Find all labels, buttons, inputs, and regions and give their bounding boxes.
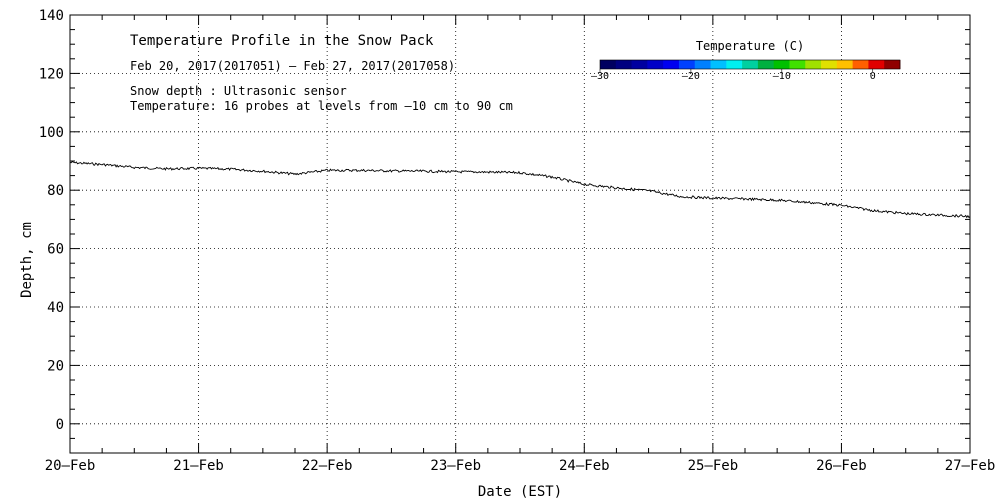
y-tick-label: 120 [39, 66, 64, 82]
legend-title: Temperature (C) [696, 39, 804, 53]
x-tick-label: 25–Feb [688, 458, 739, 474]
x-tick-label: 23–Feb [430, 458, 481, 474]
y-tick-label: 80 [47, 183, 64, 199]
y-tick-labels: 0 20 40 60 80 100 120 140 [39, 8, 64, 433]
annotation-snow-depth: Snow depth : Ultrasonic sensor [130, 84, 347, 98]
annotation-temperature: Temperature: 16 probes at levels from –1… [130, 99, 513, 113]
temperature-legend: Temperature (C) –30 –20 –10 0 [591, 39, 901, 82]
legend-bar-frame [599, 59, 901, 70]
legend-color-segment [852, 60, 869, 69]
legend-color-segment [757, 60, 775, 69]
y-tick-label: 60 [47, 242, 64, 258]
legend-color-segment [663, 60, 680, 69]
x-tick-label: 24–Feb [559, 458, 610, 474]
legend-color-segment [615, 60, 632, 69]
legend-color-segment [742, 60, 759, 69]
legend-color-segment [694, 60, 711, 69]
legend-color-segment [710, 60, 727, 69]
legend-color-segment [600, 60, 617, 69]
legend-tick-labels: –30 –20 –10 0 [591, 69, 876, 82]
legend-color-segment [631, 60, 648, 69]
legend-color-segment [805, 60, 822, 69]
legend-color-segment [821, 60, 838, 69]
series-layer [69, 161, 971, 219]
legend-color-segment [773, 60, 790, 69]
x-tick-label: 21–Feb [173, 458, 224, 474]
tick-marks [69, 14, 971, 454]
y-tick-label: 100 [39, 125, 64, 141]
y-axis-title: Depth, cm [19, 222, 35, 298]
legend-color-segment [726, 60, 743, 69]
legend-tick-label: –30 [591, 71, 609, 82]
y-tick-label: 0 [56, 417, 64, 433]
y-tick-label: 20 [47, 358, 64, 374]
chart-title: Temperature Profile in the Snow Pack [130, 33, 434, 49]
x-axis-title: Date (EST) [478, 484, 562, 500]
legend-color-bar [599, 59, 901, 70]
x-tick-label: 27–Feb [945, 458, 996, 474]
x-tick-label: 26–Feb [816, 458, 867, 474]
legend-color-segment [884, 60, 901, 69]
x-tick-label: 22–Feb [302, 458, 353, 474]
chart-subtitle: Feb 20, 2017(2017051) – Feb 27, 2017(201… [130, 59, 455, 73]
y-tick-label: 40 [47, 300, 64, 316]
snow-depth-line [69, 161, 971, 219]
legend-tick-label: –20 [682, 71, 700, 82]
legend-color-segment [678, 60, 696, 69]
legend-color-segment [868, 60, 885, 69]
legend-color-segment [836, 60, 854, 69]
x-tick-label: 20–Feb [45, 458, 96, 474]
legend-color-segment [647, 60, 664, 69]
y-tick-label: 140 [39, 8, 64, 24]
legend-tick-label: –10 [773, 71, 791, 82]
legend-color-segment [789, 60, 806, 69]
legend-tick-label: 0 [870, 71, 876, 82]
x-tick-labels: 20–Feb 21–Feb 22–Feb 23–Feb 24–Feb 25–Feb 26–F… [45, 458, 996, 474]
